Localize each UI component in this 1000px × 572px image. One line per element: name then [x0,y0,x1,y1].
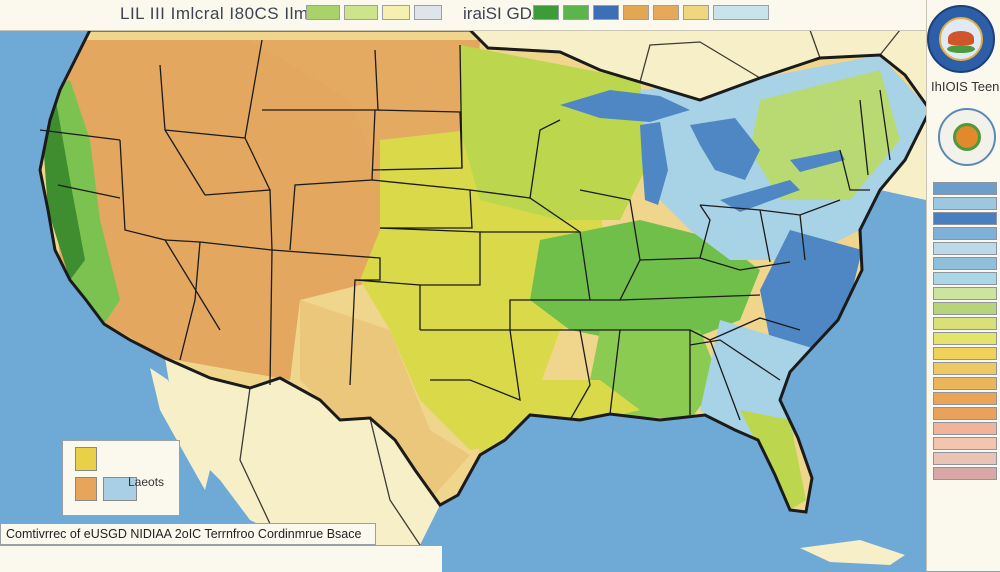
baja-peninsula [150,368,210,490]
legend-row-swatch [933,377,997,390]
header-swatch [623,5,649,20]
header-swatch-group-1 [306,5,446,21]
map-subtitle: iraiSI GDA [463,4,544,23]
lake-huron [690,118,760,180]
region-florida-green [740,410,806,510]
header-swatch [653,5,679,20]
header-swatch [593,5,619,20]
eagle-icon [948,31,974,45]
legend-row-swatch [933,422,997,435]
header-swatch [563,5,589,20]
legend-row-swatch [933,452,997,465]
legend-row-swatch [933,287,997,300]
agency-seal-icon [927,5,995,73]
cuba [800,540,905,565]
secondary-badge-icon [938,108,996,166]
seal-emblem [939,17,983,61]
badge-emblem [953,123,981,151]
seal-label: IhIOIS Teen [931,79,1000,94]
canada-land [50,30,930,110]
header-swatch [344,5,378,20]
header-swatch [713,5,769,20]
bottom-strip [0,545,442,572]
legend-row-swatch [933,392,997,405]
legend-row-swatch [933,407,997,420]
legend-row-swatch [933,437,997,450]
header-swatch [683,5,709,20]
ground-icon [947,45,975,53]
map-header: LIL III Imlcral I80CS Ilmmo iraiSI GDA [0,0,1000,31]
canada-east [860,30,930,200]
lake-ontario [790,150,845,172]
lake-erie [720,180,800,212]
legend-swatch [75,447,97,471]
legend-row-swatch [933,227,997,240]
legend-row-swatch [933,182,997,195]
region-northeast-green [750,70,900,200]
legend-row-swatch [933,317,997,330]
legend-box [62,440,180,516]
region-pacific-dark [40,95,85,280]
us-outline [38,28,932,514]
region-upper-midwest [460,45,650,220]
legend-row-swatch [933,272,997,285]
legend-row-swatch [933,257,997,270]
map-caption: Comtivrrec of eUSGD NIDIAA 2oIC Terrnfro… [0,523,376,545]
legend-row-swatch [933,362,997,375]
region-south-tan [300,300,470,500]
header-swatch-group-2 [533,5,773,20]
lake-michigan [640,122,668,205]
legend-row-swatch [933,197,997,210]
mexico-land [165,358,440,545]
legend-row-swatch [933,332,997,345]
legend-swatch [103,477,137,501]
legend-row-swatch [933,467,997,480]
lake-superior [560,90,690,122]
header-swatch [306,5,340,20]
state-borders [39,39,891,421]
region-atlantic-blue [760,230,862,348]
header-swatch [382,5,410,20]
color-scale-legend [933,182,997,482]
legend-row-swatch [933,212,997,225]
legend-row-swatch [933,347,997,360]
region-arid-mountain [250,40,460,150]
legend-row-swatch [933,302,997,315]
map-title: LIL III Imlcral I80CS Ilmmo [120,4,334,23]
header-swatch [533,5,559,20]
legend-row-swatch [933,242,997,255]
legend-label: Laeots [128,475,165,489]
great-lakes [560,90,845,212]
legend-swatch [75,477,97,501]
header-swatch [414,5,442,20]
